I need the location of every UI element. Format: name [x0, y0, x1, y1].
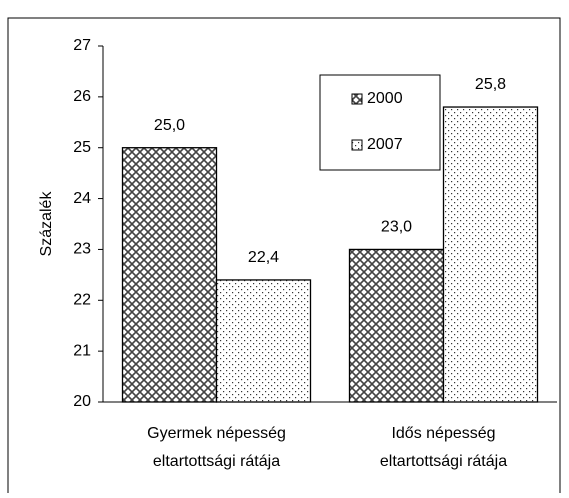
- y-tick-label: 20: [73, 393, 91, 410]
- legend-swatch: [351, 139, 363, 151]
- legend-box: [319, 74, 441, 171]
- x-tick-label: Gyermek népesség eltartottsági rátája: [147, 425, 286, 470]
- y-axis-label: Százalék: [38, 191, 55, 257]
- bar: [348, 248, 445, 403]
- bar: [442, 106, 539, 403]
- value-label: 25,8: [475, 76, 506, 93]
- y-tick-label: 23: [73, 241, 91, 258]
- y-tick-label: 26: [73, 88, 91, 105]
- value-label: 23,0: [381, 219, 412, 236]
- legend-label: 2000: [367, 90, 403, 107]
- legend-label: 2007: [367, 136, 403, 153]
- y-tick-label: 24: [73, 190, 91, 207]
- y-tick-label: 27: [73, 37, 91, 54]
- legend-swatch: [351, 93, 363, 105]
- bar: [121, 147, 218, 403]
- y-tick-label: 25: [73, 139, 91, 156]
- value-label: 22,4: [248, 249, 279, 266]
- y-tick-label: 22: [73, 292, 91, 309]
- value-label: 25,0: [154, 117, 185, 134]
- bar: [215, 279, 312, 403]
- y-tick-label: 21: [73, 342, 91, 359]
- x-tick-label: Idős népesség eltartottsági rátája: [380, 425, 507, 470]
